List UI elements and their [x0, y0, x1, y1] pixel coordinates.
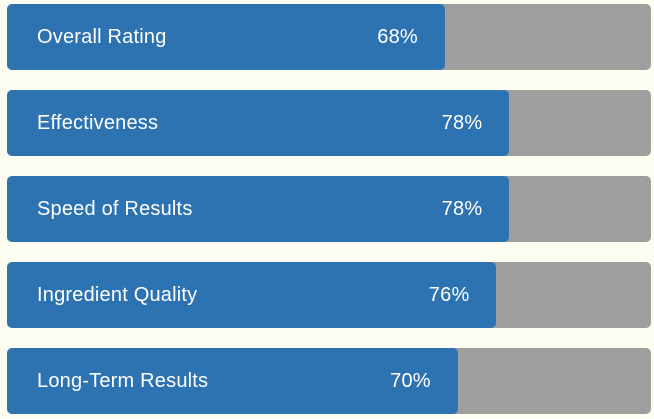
bar-fill: Speed of Results 78%: [7, 176, 510, 242]
bar-label: Long-Term Results: [37, 369, 209, 392]
bar-track: Effectiveness 78%: [7, 90, 651, 156]
bar-fill: Overall Rating 68%: [7, 4, 445, 70]
bar-row: Overall Rating 68%: [7, 4, 651, 70]
bar-value: 70%: [390, 369, 431, 392]
bar-track: Long-Term Results 70%: [7, 348, 651, 414]
bar-label: Overall Rating: [37, 25, 167, 48]
bar-label: Ingredient Quality: [37, 283, 198, 306]
bar-value: 76%: [428, 283, 470, 306]
bar-row: Long-Term Results 70%: [7, 348, 651, 414]
bar-fill: Effectiveness 78%: [7, 90, 510, 156]
bar-value: 68%: [377, 25, 418, 48]
bar-value: 78%: [441, 197, 483, 220]
bar-label: Effectiveness: [37, 111, 159, 134]
bar-track: Ingredient Quality 76%: [7, 262, 651, 328]
bar-fill: Long-Term Results 70%: [7, 348, 458, 414]
bar-row: Speed of Results 78%: [7, 176, 651, 242]
bar-track: Overall Rating 68%: [7, 4, 651, 70]
bar-fill: Ingredient Quality 76%: [7, 262, 497, 328]
bar-track: Speed of Results 78%: [7, 176, 651, 242]
bar-row: Ingredient Quality 76%: [7, 262, 651, 328]
bar-row: Effectiveness 78%: [7, 90, 651, 156]
bar-value: 78%: [441, 111, 483, 134]
bar-label: Speed of Results: [37, 197, 193, 220]
